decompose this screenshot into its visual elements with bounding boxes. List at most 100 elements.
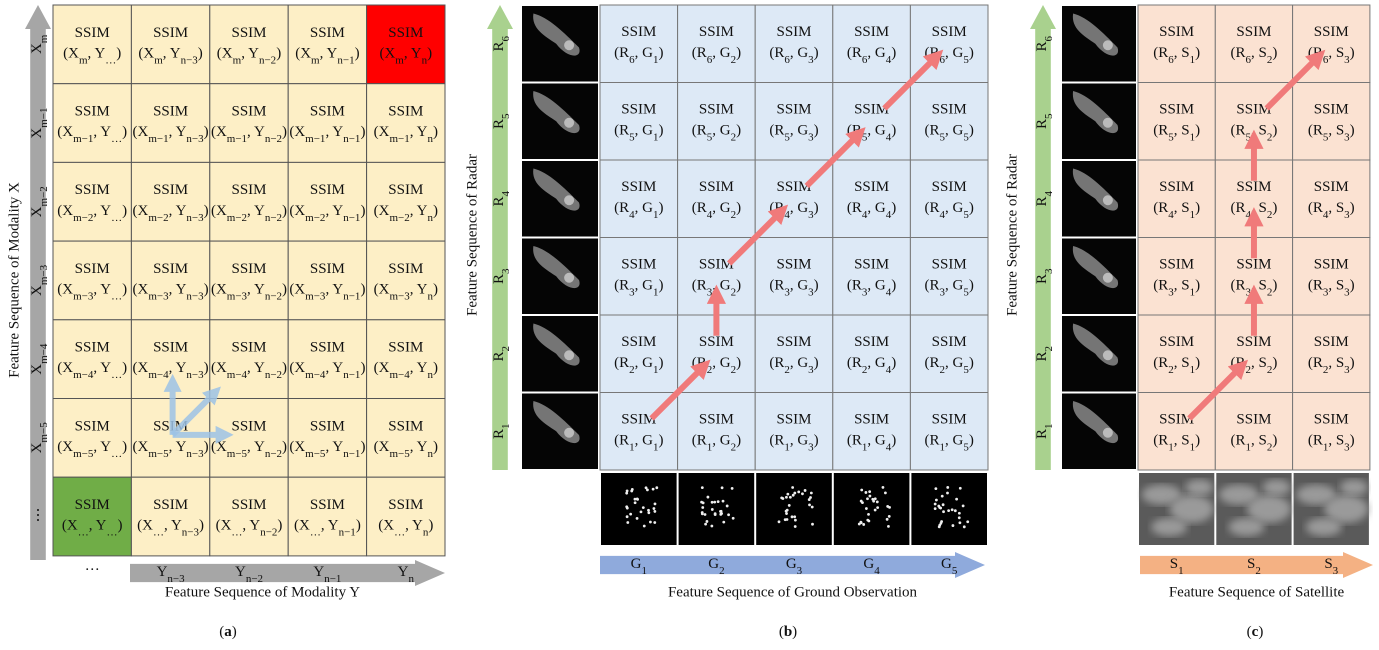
station-dot [861,501,864,504]
cell-title: SSIM [1236,102,1271,118]
cell-title: SSIM [153,261,188,277]
text-part: , Y [325,203,343,219]
subscript: … [111,369,122,381]
station-dot [952,524,955,527]
text-part: (R [1153,123,1168,139]
ssim-cell [755,393,833,471]
text-part: ) [282,203,287,219]
text-part: ) [891,45,896,61]
ssim-cell [910,160,988,238]
text-part: , Y [169,124,187,140]
cell-title: SSIM [310,182,345,198]
text-part: X [29,206,45,217]
station-dot [939,507,942,510]
text-part: (R [769,433,784,449]
radar-echo [564,195,574,205]
text-part: ) [1350,123,1355,139]
text-part: , Y [405,518,423,534]
station-dot [935,499,938,502]
text-part: , Y [169,439,187,455]
text-part: (R [769,278,784,294]
text-part: , S [1328,200,1344,216]
cloud [1263,479,1291,495]
cell-title: SSIM [932,179,967,195]
cell-title: SSIM [231,497,266,513]
ssim-cell [53,399,131,478]
station-dot [726,505,729,508]
text-part: , G [790,123,809,139]
text-part: S [1170,556,1178,572]
cell-title: SSIM [1236,334,1271,350]
subscript: n−1 [324,573,341,585]
cell-title: SSIM [388,340,423,356]
subscript: 5 [500,113,512,119]
text-part: (X [289,124,305,140]
text-part: (R [614,278,629,294]
subscript: n−2 [265,211,282,223]
station-dot [860,521,863,524]
text-part: ) [360,124,365,140]
text-part: , S [1251,200,1267,216]
station-dot [626,521,629,524]
station-dot [946,486,949,489]
radar-echo [1103,350,1113,360]
text-part: R [1034,119,1050,129]
subscript: m−1 [305,133,325,145]
text-part: (X [133,282,149,298]
text-part: , G [790,433,809,449]
cell-title: SSIM [854,179,889,195]
text-part: ) [360,361,365,377]
subscript: m−3 [389,290,410,302]
cell-title: SSIM [1314,412,1349,428]
ssim-cell [53,5,131,84]
text-part: , G [790,45,809,61]
text-part: (R [614,355,629,371]
station-dot [876,500,879,503]
radar-echo [564,118,574,128]
text-part: (R [769,45,784,61]
text-part: ) [736,278,741,294]
station-dot [719,510,722,513]
text-part: (X [211,124,227,140]
text-part: ) [736,433,741,449]
cell-title: SSIM [699,334,734,350]
station-dot [958,521,961,524]
station-dot [655,486,658,489]
cell-title: SSIM [231,182,266,198]
text-part: ) [736,123,741,139]
cell-title: SSIM [1236,24,1271,40]
ssim-cell [367,241,445,320]
cell-title: SSIM [231,25,266,41]
text-part: ) [277,518,282,534]
ssim-cell [1138,83,1215,161]
text-part: (X [137,518,153,534]
text-part: ) [122,361,127,377]
station-dot [794,519,797,522]
text-part: ) [1272,200,1277,216]
text-part: Y [313,564,324,580]
text-part: Y [398,564,409,580]
text-part: , Y [93,361,111,377]
subscript: 1 [641,565,647,577]
text-part: , S [1328,278,1344,294]
subscript: m−3 [38,264,50,285]
station-dot [934,503,937,506]
subscript: n [408,573,414,585]
text-part: , G [712,278,731,294]
station-dot [785,496,788,499]
subscript: 1 [1178,565,1184,577]
subscript: 4 [500,190,512,196]
subscript: 3 [1043,268,1055,274]
text-part: ) [204,203,209,219]
ssim-cell [600,238,678,316]
text-part: (R [614,200,629,216]
cell-title: SSIM [75,261,110,277]
station-dot [938,525,941,528]
cell-title: SSIM [1236,412,1271,428]
text-part: ) [1272,45,1277,61]
x-axis-title: Feature Sequence of Modality Y [165,584,360,600]
text-part: ) [1195,45,1200,61]
cell-title: SSIM [310,25,345,41]
text-part: ) [1272,433,1277,449]
ssim-cell [210,320,288,399]
